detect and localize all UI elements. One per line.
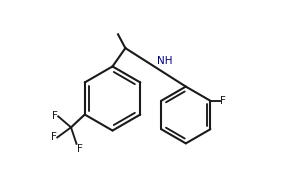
Text: F: F: [52, 111, 58, 121]
Text: NH: NH: [157, 56, 173, 66]
Text: F: F: [221, 96, 226, 106]
Text: F: F: [52, 132, 57, 142]
Text: F: F: [77, 144, 82, 154]
